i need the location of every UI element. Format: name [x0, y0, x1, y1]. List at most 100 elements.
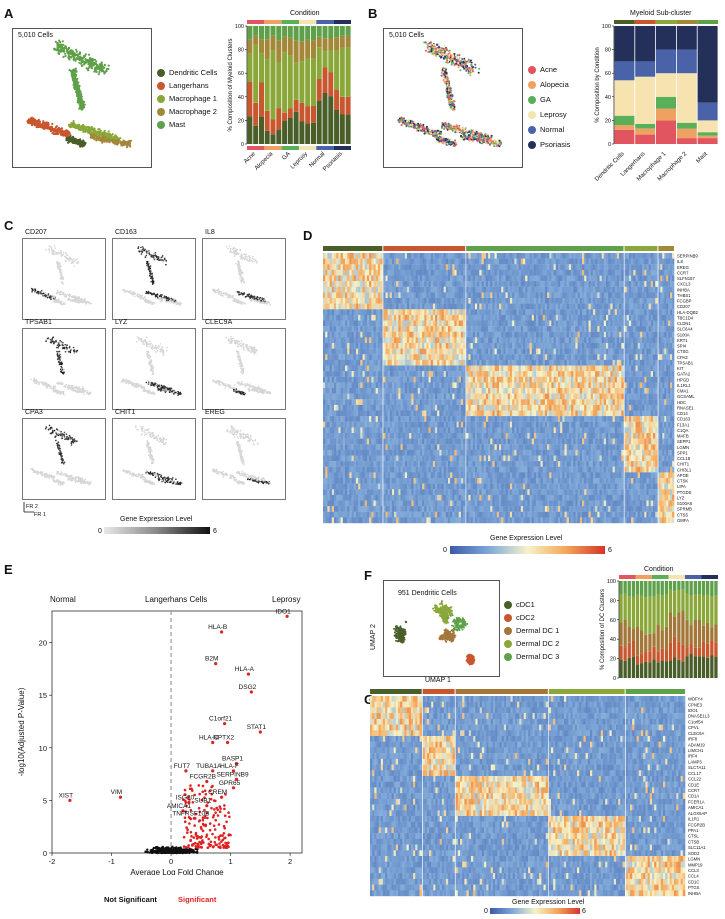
cell-point: [448, 98, 450, 100]
cell-point: [463, 138, 466, 141]
cell-point: [132, 294, 134, 296]
cell-point: [218, 292, 221, 295]
bar-segment: [259, 53, 264, 83]
cell-point: [480, 131, 483, 134]
x-tick-label: Alopecia: [254, 151, 275, 172]
cell-point: [249, 260, 251, 262]
cell-point: [56, 289, 59, 292]
bar-segment: [345, 35, 351, 48]
bar-segment: [334, 26, 340, 38]
cell-point: [457, 57, 460, 60]
cell-point: [219, 290, 221, 293]
cell-point: [117, 138, 120, 141]
cell-point: [34, 382, 36, 384]
cell-point: [476, 132, 478, 135]
legend-label: Psoriasis: [540, 137, 570, 152]
panel-b-label: B: [368, 6, 377, 21]
cell-point: [451, 55, 454, 58]
bar-segment: [253, 26, 259, 36]
bar-segment: [334, 89, 340, 110]
cell-point: [153, 256, 155, 259]
cell-point: [73, 73, 76, 76]
cell-point: [479, 141, 481, 144]
cell-point: [69, 51, 73, 54]
cell-point: [62, 346, 64, 349]
cell-point: [73, 123, 77, 127]
cell-point: [40, 381, 42, 383]
cell-point: [83, 301, 85, 303]
cell-point: [70, 262, 73, 265]
cell-point: [154, 295, 157, 298]
cell-point: [449, 126, 452, 129]
cell-point: [169, 301, 171, 303]
cell-point: [64, 386, 67, 388]
cell-point: [238, 267, 240, 270]
cell-point: [233, 255, 236, 257]
cell-point: [415, 123, 418, 126]
cell-point: [98, 63, 101, 66]
cell-point: [57, 45, 60, 48]
cell-point: [35, 126, 38, 129]
cell-point: [446, 90, 449, 93]
bar-segment: [276, 61, 282, 108]
cell-point: [238, 265, 241, 267]
bar-segment: [311, 40, 316, 59]
legend-label: Leprosy: [540, 107, 567, 122]
bar-segment: [293, 40, 299, 63]
cell-point: [470, 59, 472, 62]
cell-point: [64, 133, 67, 136]
bar-segment: [299, 102, 305, 122]
cell-point: [176, 302, 178, 305]
cell-point: [42, 381, 44, 383]
condition-strip: [281, 146, 299, 150]
cell-point: [165, 259, 167, 262]
bar-segment: [293, 111, 299, 144]
cell-point: [235, 262, 237, 265]
bar-segment: [614, 125, 635, 130]
cell-point: [102, 70, 105, 73]
cell-point: [55, 292, 58, 294]
y-tick-label: 40: [605, 95, 611, 101]
cell-point: [46, 126, 49, 129]
bar-segment: [614, 129, 635, 144]
cell-point: [456, 59, 458, 62]
cell-point: [226, 296, 229, 299]
cell-point: [240, 256, 242, 259]
cell-point: [238, 263, 241, 265]
cell-point: [242, 278, 244, 280]
cell-point: [81, 126, 85, 129]
cell-point: [472, 139, 474, 142]
bar-segment: [305, 123, 311, 144]
cell-point: [255, 297, 257, 299]
cell-point: [432, 132, 435, 135]
y-tick-label: 0: [608, 142, 611, 148]
cell-point: [257, 297, 260, 300]
cell-point: [446, 87, 449, 90]
cell-point: [446, 84, 449, 87]
cell-point: [256, 261, 258, 263]
cell-point: [73, 350, 76, 353]
cell-point: [66, 344, 68, 347]
cell-point: [95, 60, 98, 63]
cell-point: [45, 248, 47, 251]
panel-a-scatter: [12, 28, 152, 168]
panel-b-bar-title: Myeloid Sub-cluster: [630, 10, 691, 17]
cell-point: [83, 100, 86, 104]
cell-point: [52, 297, 55, 300]
cell-point: [95, 137, 98, 140]
cell-point: [148, 292, 150, 295]
cell-point: [252, 255, 254, 258]
cell-point: [55, 339, 57, 342]
bar-segment: [322, 67, 328, 93]
point-cloud: [31, 244, 92, 306]
cell-point: [170, 300, 173, 303]
bar-segment: [287, 26, 293, 38]
cell-point: [97, 137, 100, 140]
cell-point: [84, 130, 87, 133]
y-axis-label: % Composition by Condition: [595, 47, 601, 122]
cell-point: [73, 78, 76, 81]
cell-point: [39, 292, 41, 295]
cell-point: [57, 343, 60, 346]
cell-point: [62, 303, 64, 305]
cell-point: [415, 129, 418, 132]
